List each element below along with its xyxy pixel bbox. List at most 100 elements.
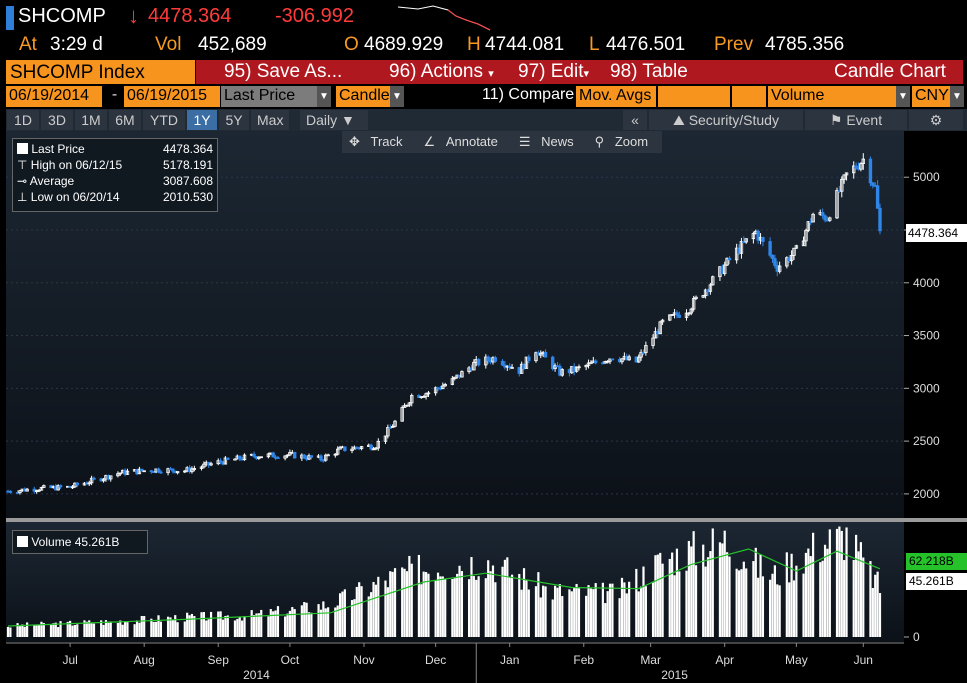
volume-bar xyxy=(116,622,119,637)
period-tab-1y[interactable]: 1Y xyxy=(187,110,217,130)
security-name[interactable]: SHCOMP Index xyxy=(6,60,195,84)
volume-bar xyxy=(709,551,712,637)
year-label: 2015 xyxy=(661,668,688,682)
period-tab-6m[interactable]: 6M xyxy=(109,110,141,130)
volume-bar xyxy=(109,621,112,637)
volume-bar xyxy=(205,620,208,637)
volume-bar xyxy=(393,568,397,637)
volume-bar xyxy=(434,580,437,637)
chevron-down-icon[interactable]: ▼ xyxy=(317,86,331,107)
volume-bar xyxy=(740,569,743,637)
volume-bar xyxy=(319,609,323,637)
event-button[interactable]: ⚑ Event xyxy=(805,110,907,130)
annotate-label: Annotate xyxy=(445,134,498,149)
menu-bar xyxy=(196,60,963,84)
gear-icon[interactable]: ⚙ xyxy=(909,110,963,130)
volume-bar xyxy=(355,586,358,637)
volume-bar xyxy=(604,603,607,637)
volume-bar xyxy=(773,565,776,637)
date-dash: - xyxy=(111,86,118,103)
chart-icon: ⛰ xyxy=(673,112,685,128)
period-tab-max[interactable]: Max xyxy=(251,110,289,130)
candle-body xyxy=(861,158,865,164)
actions-button[interactable]: 96) Actions ▾ xyxy=(383,60,500,84)
volume-bar xyxy=(250,610,253,637)
save-as-button[interactable]: 95) Save As... xyxy=(224,61,343,82)
zoom-button[interactable]: ⚲ Zoom xyxy=(588,134,662,149)
volume-bar xyxy=(338,593,342,637)
period-tab-1m[interactable]: 1M xyxy=(75,110,107,130)
volume-bar xyxy=(855,534,858,637)
volume-bar xyxy=(522,568,526,637)
volume-bar xyxy=(40,621,43,637)
volume-bar xyxy=(878,593,882,637)
security-study-button[interactable]: ⛰ Security/Study xyxy=(649,110,803,130)
volume-bar xyxy=(558,584,561,637)
mavg-field-2[interactable] xyxy=(732,86,766,107)
mov-avgs-select[interactable]: Mov. Avgs xyxy=(576,86,656,107)
prev-value: 4785.356 xyxy=(765,34,845,55)
volume-bar xyxy=(508,576,511,637)
mavg-field-1[interactable] xyxy=(658,86,730,107)
field-select[interactable]: Last Price xyxy=(221,86,317,107)
y-tick-label: 3500 xyxy=(913,329,940,343)
annotate-button[interactable]: ∠ Annotate xyxy=(417,134,512,149)
volume-bar xyxy=(267,616,270,637)
candle-body xyxy=(159,471,163,474)
volume-bar xyxy=(527,589,530,637)
candle-body xyxy=(723,264,727,274)
edit-label: 97) Edit xyxy=(518,61,584,82)
start-date-field[interactable]: 06/19/2014 xyxy=(6,86,102,107)
volume-bar xyxy=(491,565,495,637)
pane-divider[interactable] xyxy=(6,518,967,522)
candle-body xyxy=(369,444,373,450)
vol-label: Vol xyxy=(155,34,182,55)
candle-body xyxy=(584,365,588,368)
chevron-down-icon[interactable]: ▼ xyxy=(950,86,964,107)
volume-bar xyxy=(812,532,815,637)
price-legend[interactable]: Last Price 4478.364 ⊤ High on 06/12/15 517… xyxy=(12,138,218,212)
period-tab-3d[interactable]: 3D xyxy=(41,110,73,130)
candle-body xyxy=(190,468,194,473)
candle-body xyxy=(183,470,187,473)
collapse-icon[interactable]: « xyxy=(623,110,647,130)
volume-bar xyxy=(59,621,62,637)
period-tab-5y[interactable]: 5Y xyxy=(219,110,249,130)
table-button[interactable]: 98) Table xyxy=(610,61,688,82)
volume-bar xyxy=(573,587,576,637)
volume-bar xyxy=(372,581,375,637)
y-tick-label: 4000 xyxy=(913,276,940,290)
compare-button[interactable]: 11) Compare xyxy=(482,86,575,103)
volume-bar xyxy=(133,624,136,637)
period-tab-1d[interactable]: 1D xyxy=(7,110,39,130)
candle-body xyxy=(359,446,364,449)
low-label: L xyxy=(589,34,600,55)
chevron-down-icon[interactable]: ▼ xyxy=(390,86,404,107)
period-tab-ytd[interactable]: YTD xyxy=(143,110,185,130)
volume-select[interactable]: Volume xyxy=(768,86,896,107)
end-date-field[interactable]: 06/19/2015 xyxy=(124,86,220,107)
chart-type-label[interactable]: Candle Chart xyxy=(834,61,946,82)
frequency-select[interactable]: Daily ▼ xyxy=(300,110,368,130)
candle-body xyxy=(689,308,693,314)
volume-bar xyxy=(792,580,796,637)
track-button[interactable]: ✥ Track xyxy=(342,134,417,149)
volume-mavg-tag: 62.218B xyxy=(906,553,967,570)
volume-legend[interactable]: Volume 45.261B xyxy=(12,530,148,554)
currency-select[interactable]: CNY xyxy=(912,86,950,107)
volume-bar xyxy=(553,585,557,637)
candle-body xyxy=(386,427,390,437)
edit-button[interactable]: 97) Edit▾ xyxy=(512,60,595,84)
volume-bar xyxy=(410,563,413,637)
style-select[interactable]: Candle xyxy=(336,86,390,107)
news-button[interactable]: ☰ News xyxy=(512,134,588,149)
volume-bar xyxy=(776,584,779,637)
chevron-down-icon[interactable]: ▼ xyxy=(896,86,910,107)
last-price: 4478.364 xyxy=(148,5,232,27)
volume-bar xyxy=(628,581,631,637)
candle-body xyxy=(58,485,63,488)
candle-body xyxy=(426,392,431,395)
volume-bar xyxy=(752,561,755,637)
volume-bar xyxy=(334,607,337,637)
